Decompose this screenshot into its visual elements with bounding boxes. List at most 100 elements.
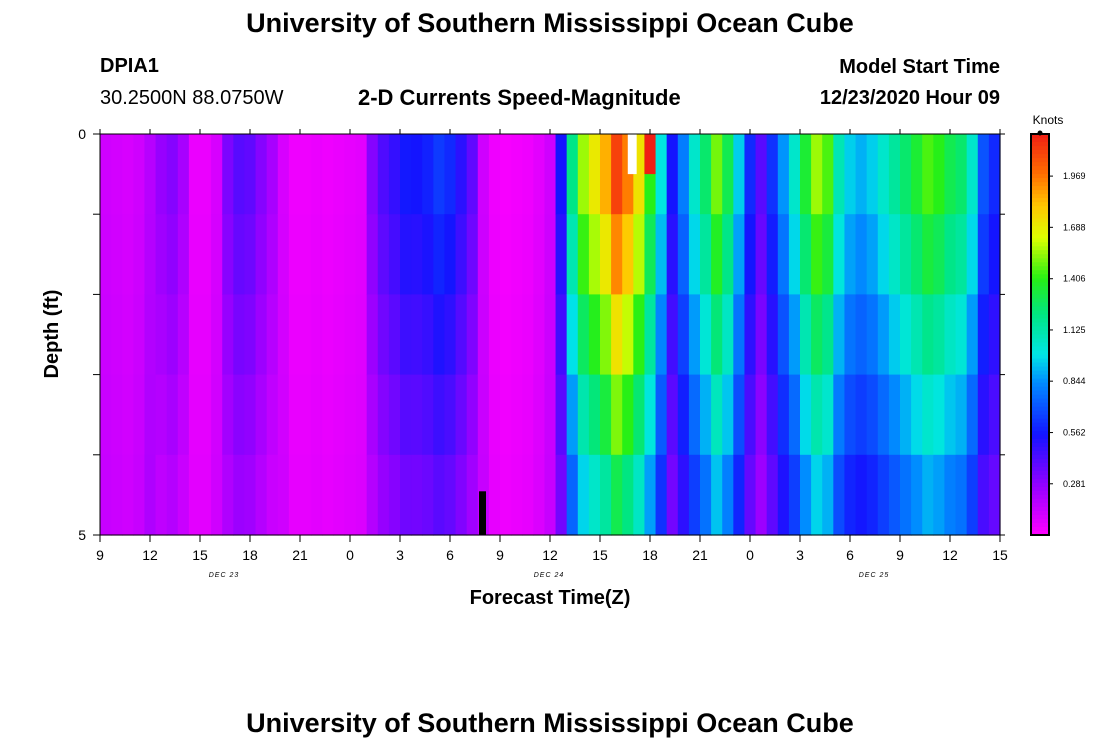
heatmap-cell xyxy=(388,214,401,295)
heatmap-cell xyxy=(222,134,234,215)
heatmap-cell xyxy=(511,294,523,376)
heatmap-cell xyxy=(755,454,768,536)
colorbar-swatch xyxy=(1031,442,1049,448)
heatmap-cell xyxy=(766,374,779,456)
heatmap-cell xyxy=(888,374,901,456)
colorbar-swatch xyxy=(1031,310,1049,316)
colorbar-swatch xyxy=(1031,242,1049,247)
heatmap-cell xyxy=(555,134,568,215)
heatmap-cell xyxy=(744,134,757,215)
heatmap-cell xyxy=(411,214,423,295)
heatmap-cell xyxy=(866,294,879,376)
heatmap-cell xyxy=(877,134,890,215)
heatmap-cell xyxy=(666,294,679,376)
colorbar-swatch xyxy=(1031,162,1049,167)
heatmap-cell xyxy=(611,214,623,295)
heatmap-cell xyxy=(333,134,346,215)
heatmap-cell xyxy=(122,294,134,376)
colorbar-swatch xyxy=(1031,530,1049,536)
heatmap-cell xyxy=(555,214,568,295)
colorbar-swatch xyxy=(1031,430,1049,436)
heatmap-cell xyxy=(511,214,523,295)
heatmap-cell xyxy=(400,134,412,215)
heatmap-cell xyxy=(533,134,546,215)
colorbar-swatch xyxy=(1031,390,1049,396)
heatmap-cell xyxy=(655,454,668,536)
heatmap-cell xyxy=(211,374,223,456)
colorbar-swatch xyxy=(1031,406,1049,412)
heatmap-cell xyxy=(888,454,901,536)
heatmap-cell xyxy=(444,294,457,376)
colorbar-swatch xyxy=(1031,174,1049,179)
heatmap-cell xyxy=(877,214,890,295)
heatmap-cell xyxy=(411,454,423,536)
heatmap-cell xyxy=(677,294,690,376)
heatmap-cell xyxy=(122,134,134,215)
x-tick-label: 9 xyxy=(496,547,504,563)
heatmap-cell xyxy=(622,374,634,456)
heatmap-cell xyxy=(133,374,146,456)
heatmap-cell xyxy=(188,214,201,295)
colorbar-swatch xyxy=(1031,274,1049,279)
heatmap-cell xyxy=(933,454,946,536)
heatmap-cell xyxy=(455,134,468,215)
heatmap-cell xyxy=(111,374,123,456)
heatmap-cell xyxy=(777,454,790,536)
heatmap-cell xyxy=(977,214,990,295)
colorbar-swatch xyxy=(1031,414,1049,420)
heatmap-cell xyxy=(811,374,823,456)
heatmap-cell xyxy=(600,454,612,536)
colorbar-swatch xyxy=(1031,502,1049,508)
heatmap-cell xyxy=(955,374,968,456)
heatmap-cell xyxy=(533,294,546,376)
y-axis: 05 xyxy=(78,126,1005,543)
heatmap-cell xyxy=(111,294,123,376)
heatmap-cell xyxy=(711,214,723,295)
heatmap-cell xyxy=(255,374,268,456)
heatmap-cell xyxy=(677,134,690,215)
heatmap-cell xyxy=(555,294,568,376)
heatmap-cell xyxy=(988,134,1001,215)
heatmap-cell xyxy=(633,214,646,295)
x-tick-label: 3 xyxy=(396,547,404,563)
heatmap-cell xyxy=(222,454,234,536)
station-coords: 30.2500N 88.0750W xyxy=(100,87,284,109)
heatmap-cell xyxy=(144,134,157,215)
heatmap-cell xyxy=(400,374,412,456)
heatmap-cell xyxy=(733,454,746,536)
colorbar-swatch xyxy=(1031,474,1049,480)
heatmap-cell xyxy=(511,134,523,215)
colorbar-swatch xyxy=(1031,350,1049,356)
heatmap-cell xyxy=(977,134,990,215)
heatmap-cell xyxy=(333,454,346,536)
colorbar-swatch xyxy=(1031,498,1049,504)
heatmap-cell xyxy=(177,294,190,376)
heatmap-cell xyxy=(344,374,357,456)
heatmap-cell xyxy=(944,454,957,536)
heatmap-cell xyxy=(833,214,846,295)
heatmap-cell xyxy=(200,214,212,295)
heatmap-cell xyxy=(977,374,990,456)
colorbar-swatch xyxy=(1031,270,1049,275)
heatmap-cell xyxy=(788,214,801,295)
y-axis-label: Depth (ft) xyxy=(41,290,63,379)
heatmap-cell xyxy=(700,294,712,376)
heatmap-cell xyxy=(355,214,368,295)
heatmap-cell xyxy=(522,294,534,376)
heatmap-cell xyxy=(577,134,590,215)
heatmap-cell xyxy=(322,134,334,215)
heatmap-cell xyxy=(100,294,112,376)
heatmap-cell xyxy=(922,214,934,295)
heatmap-cell xyxy=(177,134,190,215)
heatmap-cell xyxy=(166,214,179,295)
colorbar-swatch xyxy=(1031,286,1049,291)
colorbar-tick-label: 1.969 xyxy=(1063,171,1086,181)
heatmap-cell xyxy=(922,294,934,376)
heatmap-cell xyxy=(622,294,634,376)
heatmap-cell xyxy=(133,134,146,215)
heatmap-cell xyxy=(900,454,912,536)
colorbar-swatch xyxy=(1031,142,1049,147)
heatmap-cell xyxy=(522,374,534,456)
heatmap-cell xyxy=(177,214,190,295)
heatmap-cell xyxy=(777,214,790,295)
